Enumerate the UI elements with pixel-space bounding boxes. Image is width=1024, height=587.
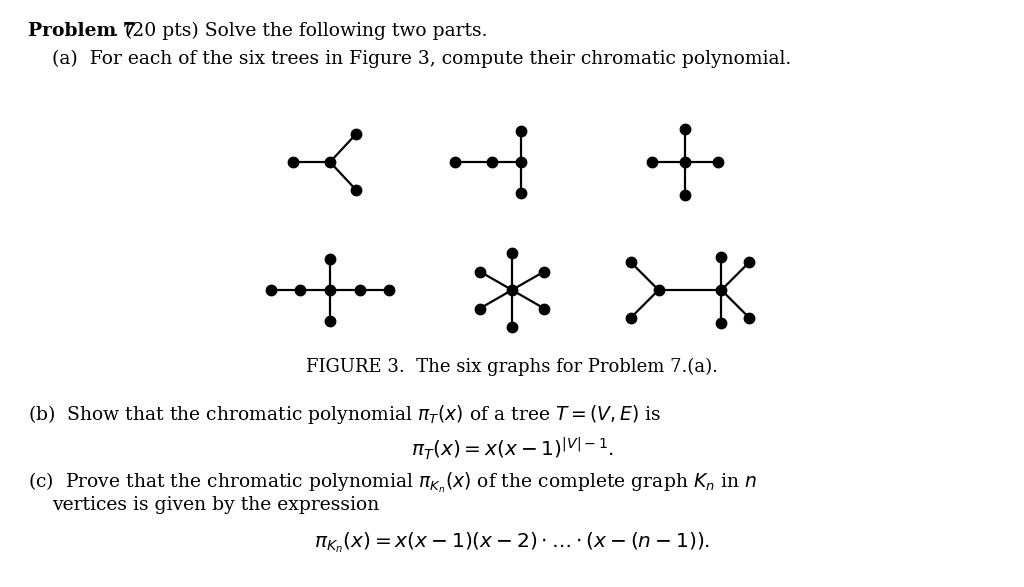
Text: FIGURE 3.  The six graphs for Problem 7.(a).: FIGURE 3. The six graphs for Problem 7.(… [306,358,718,376]
Text: (c)  Prove that the chromatic polynomial $\pi_{K_n}(x)$ of the complete graph $K: (c) Prove that the chromatic polynomial … [28,470,757,495]
Text: (b)  Show that the chromatic polynomial $\pi_T(x)$ of a tree $T = (V, E)$ is: (b) Show that the chromatic polynomial $… [28,403,662,426]
Text: (a)  For each of the six trees in Figure 3, compute their chromatic polynomial.: (a) For each of the six trees in Figure … [52,50,792,68]
Text: . (20 pts) Solve the following two parts.: . (20 pts) Solve the following two parts… [113,22,487,41]
Text: Problem 7: Problem 7 [28,22,136,40]
Text: $\pi_{K_n}(x) = x(x-1)(x-2) \cdot \ldots \cdot (x-(n-1)).$: $\pi_{K_n}(x) = x(x-1)(x-2) \cdot \ldots… [314,530,710,555]
Text: vertices is given by the expression: vertices is given by the expression [52,496,379,514]
Text: $\pi_T(x) = x(x-1)^{|V|-1}.$: $\pi_T(x) = x(x-1)^{|V|-1}.$ [411,435,613,461]
